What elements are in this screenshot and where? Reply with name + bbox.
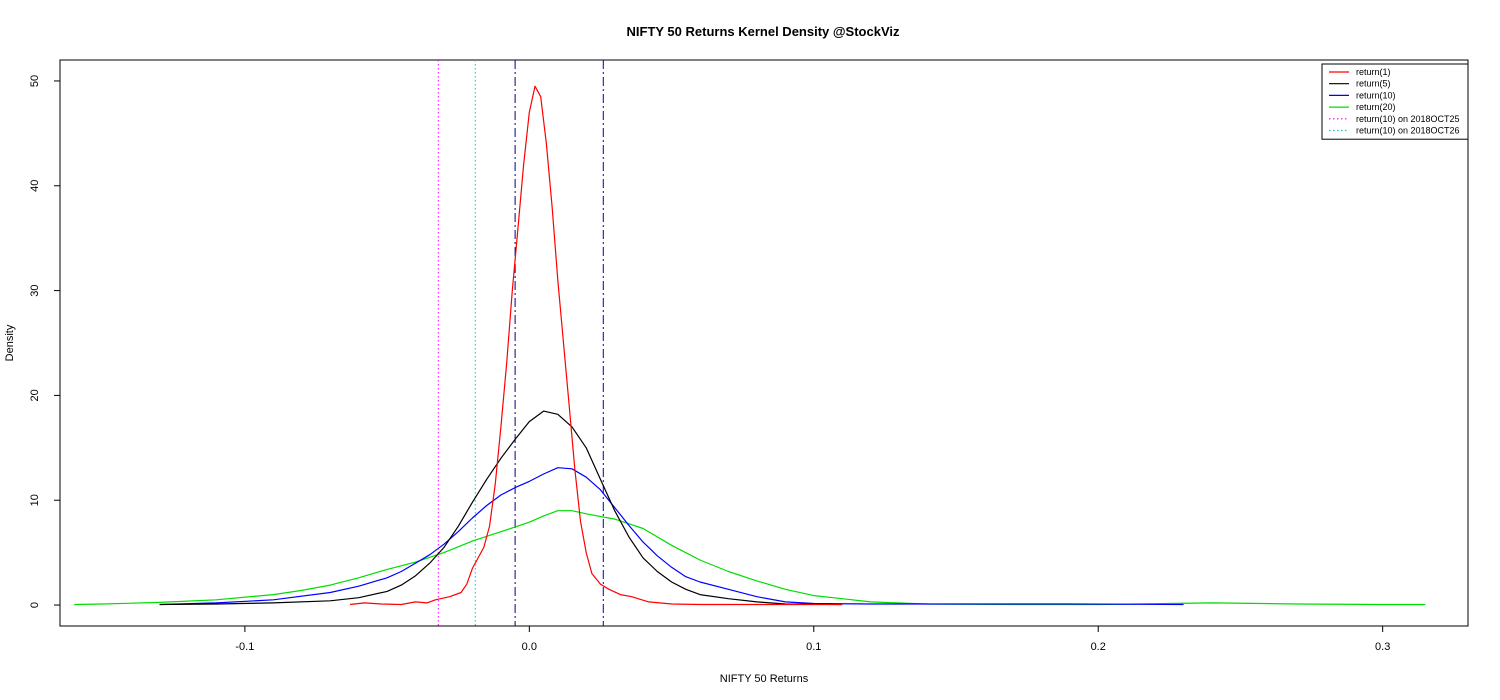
legend-entry-label: return(10) on 2018OCT25 — [1356, 114, 1460, 124]
plot-frame — [59, 59, 1469, 627]
y-tick-label: 40 — [29, 180, 41, 192]
y-axis: 0 10 20 30 40 50 — [29, 75, 60, 608]
y-tick-label: 50 — [29, 75, 41, 87]
x-tick-label: -0.1 — [235, 641, 254, 653]
legend-entry-label: return(5) — [1356, 79, 1391, 89]
y-tick-label: 10 — [29, 494, 41, 506]
chart-title: NIFTY 50 Returns Kernel Density @StockVi… — [627, 24, 901, 39]
reference-lines — [437, 60, 604, 626]
density-series — [74, 85, 1426, 606]
legend-entry-label: return(20) — [1356, 102, 1396, 112]
x-tick-label: 0.0 — [522, 641, 537, 653]
y-tick-label: 30 — [29, 284, 41, 296]
legend-entry-label: return(10) — [1356, 90, 1396, 100]
x-tick-label: 0.1 — [806, 641, 821, 653]
series-line-return1 — [350, 85, 843, 606]
legend-entry-label: return(1) — [1356, 67, 1391, 77]
series-line-return20 — [74, 510, 1426, 606]
series-line-return10 — [159, 467, 1184, 606]
legend-entry-label: return(10) on 2018OCT26 — [1356, 126, 1460, 136]
legend: return(1) return(5)return(10) return(20) re… — [1321, 63, 1469, 140]
y-tick-label: 20 — [29, 389, 41, 401]
series-line-return5 — [159, 410, 843, 606]
x-axis-label: NIFTY 50 Returns — [720, 673, 809, 685]
legend-box — [1321, 63, 1469, 140]
x-axis: -0.1 0.0 0.1 0.2 0.3 — [235, 626, 1390, 653]
y-tick-label: 0 — [29, 602, 41, 608]
x-tick-label: 0.2 — [1091, 641, 1106, 653]
x-tick-label: 0.3 — [1375, 641, 1390, 653]
y-axis-label: Density — [4, 324, 16, 361]
